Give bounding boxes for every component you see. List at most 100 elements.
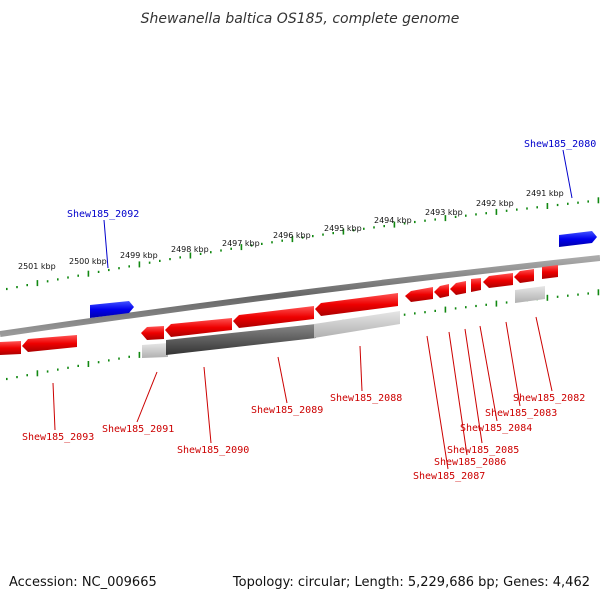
leader-line-2092 [103,219,109,269]
gene-label-2086[interactable]: Shew185_2086 [434,457,506,468]
leader-line-2090 [203,366,212,444]
major-tick [342,228,345,235]
minor-tick [587,200,589,203]
major-tick [597,289,600,296]
minor-tick [250,244,253,247]
major-tick [87,270,90,277]
minor-tick [26,374,28,377]
minor-tick [159,259,161,262]
gene-label-2089[interactable]: Shew185_2089 [251,405,323,416]
label-leaders [52,149,573,470]
upper-tick-track [6,197,600,291]
gene-arrow-shew185-2092[interactable] [90,301,134,318]
gene-label-2093[interactable]: Shew185_2093 [22,432,94,443]
tick-labels: 2501 kbp 2500 kbp 2499 kbp 2498 kbp 2497… [18,189,564,271]
minor-tick [46,280,49,283]
minor-tick [301,236,304,239]
leader-line-2088 [359,345,363,392]
gene-arrow-shew185-2088[interactable] [315,293,398,316]
minor-tick [475,213,477,216]
major-tick [546,294,549,301]
gene-arrow-shew185-2087[interactable] [405,287,433,302]
major-tick [189,252,192,259]
gene-arrow-shew185-2091[interactable] [141,326,164,340]
gene-arrow-shew185-2090[interactable] [165,318,232,337]
leader-line-2089 [277,356,288,404]
tick-label-2498: 2498 kbp [171,245,209,254]
minor-tick [363,227,365,230]
gene-label-2080[interactable]: Shew185_2080 [524,139,596,150]
minor-tick [169,258,171,261]
minor-tick [434,309,436,312]
gene-label-2083[interactable]: Shew185_2083 [485,408,557,419]
major-tick [546,203,549,209]
major-tick [444,306,447,313]
minor-tick [403,222,406,225]
gene-arrow-shew185-2094[interactable] [0,341,21,355]
leader-line-2086 [448,331,468,456]
minor-tick [556,203,559,207]
minor-tick [373,226,375,229]
minor-tick [454,215,457,218]
major-tick [291,236,294,243]
minor-tick [424,219,426,222]
minor-tick [434,218,436,221]
gene-arrow-shew185-2093[interactable] [22,335,77,352]
grey-feature [142,343,168,358]
minor-tick [281,239,283,242]
gene-label-2088[interactable]: Shew185_2088 [330,393,402,404]
minor-tick [16,286,18,289]
gene-arrow-shew185-2083[interactable] [483,273,513,288]
minor-tick [424,311,426,314]
minor-tick [57,368,59,371]
map-title: Shewanella baltica OS185, complete genom… [141,11,460,27]
minor-tick [97,361,100,364]
minor-tick [261,242,263,245]
major-tick [138,261,141,268]
minor-tick [271,241,273,244]
minor-tick [57,278,59,281]
leader-line-2083 [505,321,521,407]
minor-tick [475,304,477,308]
gene-label-2087[interactable]: Shew185_2087 [413,471,485,482]
tick-label-2501: 2501 kbp [18,262,56,271]
gene-label-2091[interactable]: Shew185_2091 [102,424,174,435]
leader-line-2080 [562,149,573,199]
minor-tick [485,212,487,215]
gene-arrow-shew185-2086[interactable] [434,284,449,298]
minor-tick [465,306,467,309]
gene-arrow-shew185-2080[interactable] [559,231,597,247]
grey-feature-track [142,286,545,358]
major-tick [495,300,498,307]
major-tick [393,221,396,228]
gene-arrow-shew185-2081[interactable] [542,265,558,279]
major-tick [240,244,243,251]
minor-tick [485,303,487,306]
minor-tick [199,252,202,255]
leader-line-2082 [535,316,553,392]
gene-label-2082[interactable]: Shew185_2082 [513,393,585,404]
gene-arrow-shew185-2082[interactable] [514,269,534,283]
major-tick [36,280,39,287]
minor-tick [67,276,69,279]
minor-tick [403,313,406,316]
gene-arrow-shew185-2089[interactable] [233,306,314,328]
minor-tick [16,376,18,379]
gene-label-2084[interactable]: Shew185_2084 [460,423,532,434]
minor-tick [77,274,79,277]
gene-arrow-shew185-2085[interactable] [450,281,466,295]
minor-tick [414,312,416,315]
tick-label-2492: 2492 kbp [476,199,514,208]
gene-label-2092[interactable]: Shew185_2092 [67,209,139,220]
gene-arrow-shew185-2084[interactable] [471,278,481,292]
gene-label-2085[interactable]: Shew185_2085 [447,445,519,456]
major-tick [495,208,498,215]
minor-tick [567,202,569,205]
gene-label-2090[interactable]: Shew185_2090 [177,445,249,456]
minor-tick [97,270,100,273]
leader-line-2087 [426,335,449,470]
leader-line-2093 [52,382,56,431]
minor-tick [505,209,508,212]
forward-gene-track [0,265,558,355]
